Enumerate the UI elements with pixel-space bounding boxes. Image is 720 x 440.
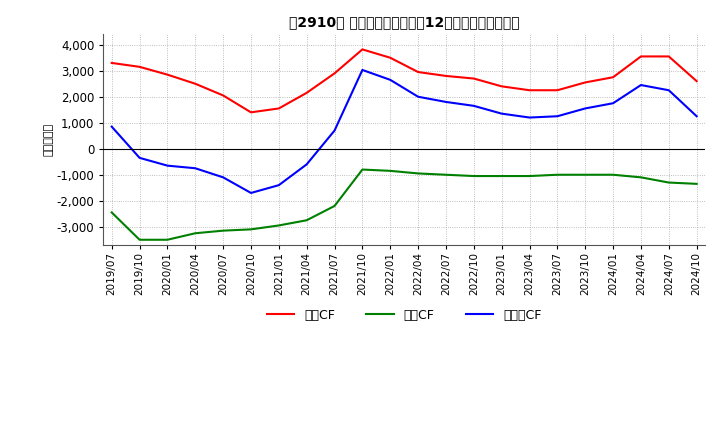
フリーCF: [302, 162, 311, 167]
投資CF: [581, 172, 590, 177]
投資CF: [525, 173, 534, 179]
投資CF: [693, 181, 701, 187]
営業CF: [219, 93, 228, 98]
営業CF: [163, 72, 172, 77]
フリーCF: [665, 88, 673, 93]
投資CF: [553, 172, 562, 177]
Line: 営業CF: 営業CF: [112, 49, 697, 112]
投資CF: [247, 227, 256, 232]
投資CF: [330, 203, 339, 209]
Title: 、2910、 キャッシュフローの12か月移動合計の推移: 、2910、 キャッシュフローの12か月移動合計の推移: [289, 15, 520, 29]
営業CF: [636, 54, 645, 59]
営業CF: [665, 54, 673, 59]
投資CF: [191, 231, 199, 236]
営業CF: [247, 110, 256, 115]
フリーCF: [330, 128, 339, 133]
フリーCF: [469, 103, 478, 109]
営業CF: [302, 90, 311, 95]
投資CF: [665, 180, 673, 185]
フリーCF: [553, 114, 562, 119]
投資CF: [441, 172, 450, 177]
営業CF: [107, 60, 116, 66]
投資CF: [219, 228, 228, 233]
フリーCF: [163, 163, 172, 168]
営業CF: [274, 106, 283, 111]
フリーCF: [358, 67, 366, 73]
営業CF: [609, 75, 618, 80]
営業CF: [358, 47, 366, 52]
営業CF: [693, 78, 701, 84]
営業CF: [525, 88, 534, 93]
Legend: 営業CF, 投資CF, フリーCF: 営業CF, 投資CF, フリーCF: [261, 304, 546, 327]
投資CF: [498, 173, 506, 179]
営業CF: [441, 73, 450, 79]
営業CF: [386, 55, 395, 60]
投資CF: [414, 171, 423, 176]
フリーCF: [414, 94, 423, 99]
営業CF: [414, 70, 423, 75]
投資CF: [107, 210, 116, 215]
フリーCF: [693, 114, 701, 119]
投資CF: [135, 237, 144, 242]
営業CF: [135, 64, 144, 70]
投資CF: [163, 237, 172, 242]
フリーCF: [274, 183, 283, 188]
投資CF: [386, 168, 395, 173]
投資CF: [609, 172, 618, 177]
投資CF: [636, 175, 645, 180]
投資CF: [358, 167, 366, 172]
フリーCF: [498, 111, 506, 116]
Y-axis label: （百万円）: （百万円）: [44, 123, 54, 156]
フリーCF: [191, 165, 199, 171]
フリーCF: [107, 124, 116, 129]
営業CF: [469, 76, 478, 81]
Line: フリーCF: フリーCF: [112, 70, 697, 193]
フリーCF: [636, 82, 645, 88]
営業CF: [191, 81, 199, 86]
投資CF: [274, 223, 283, 228]
フリーCF: [247, 191, 256, 196]
フリーCF: [219, 175, 228, 180]
投資CF: [302, 218, 311, 223]
フリーCF: [609, 101, 618, 106]
営業CF: [581, 80, 590, 85]
フリーCF: [386, 77, 395, 82]
フリーCF: [525, 115, 534, 120]
営業CF: [498, 84, 506, 89]
Line: 投資CF: 投資CF: [112, 169, 697, 240]
営業CF: [553, 88, 562, 93]
営業CF: [330, 71, 339, 76]
投資CF: [469, 173, 478, 179]
フリーCF: [581, 106, 590, 111]
フリーCF: [135, 155, 144, 161]
フリーCF: [441, 99, 450, 105]
